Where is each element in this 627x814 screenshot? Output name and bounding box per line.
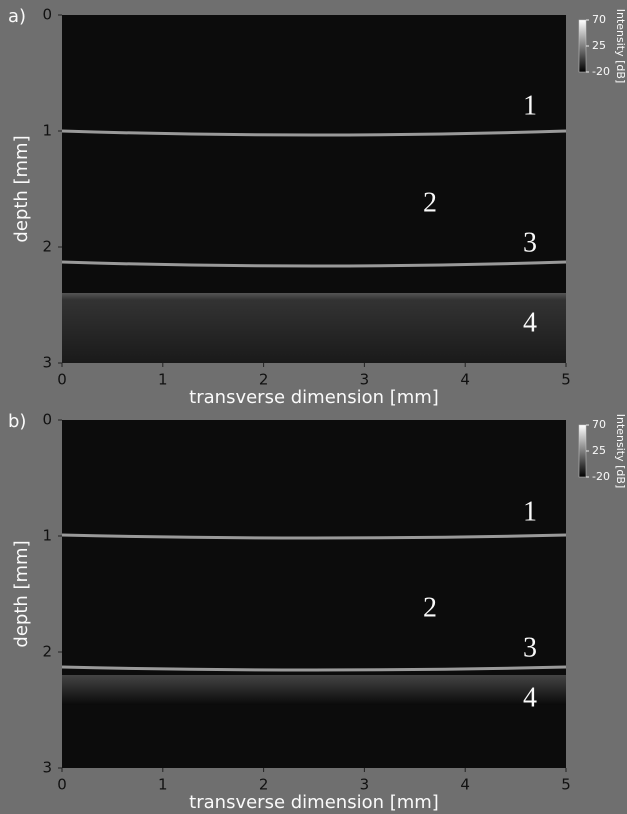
x-tick-label: 5 [561,371,571,389]
colorbar-tick-label: 25 [592,444,606,457]
layer-line [61,129,567,137]
annotation: 1 [523,496,537,527]
annotation: 3 [523,227,537,258]
x-axis-label: transverse dimension [mm] [189,792,439,813]
tissue-band [62,293,566,363]
x-tick-label: 4 [460,776,470,794]
layer-line [61,533,567,540]
annotation: 4 [523,682,537,713]
y-tick-label: 1 [42,527,52,545]
annotation: 1 [523,90,537,121]
image-area [62,420,566,768]
colorbar-label: Intensity [dB] [614,414,627,489]
annotation: 3 [523,632,537,663]
y-tick-label: 3 [42,759,52,777]
y-axis-label: depth [mm] [11,135,32,242]
annotation: 4 [523,307,537,338]
x-tick-label: 0 [57,776,67,794]
tissue-band [62,675,566,705]
layer-line [61,260,567,268]
colorbar-tick-label: 25 [592,39,606,52]
x-tick-label: 5 [561,776,571,794]
colorbar [578,424,587,478]
x-tick-label: 3 [360,371,370,389]
colorbar-tick-label: 70 [592,13,606,26]
y-tick-label: 1 [42,122,52,140]
y-tick-label: 0 [42,411,52,429]
panel-label: b) [8,411,26,432]
colorbar-tick-label: -20 [592,65,610,78]
layer-line [61,665,567,672]
annotation: 2 [423,592,437,623]
y-tick-label: 2 [42,643,52,661]
panel-label: a) [8,6,26,27]
annotation: 2 [423,187,437,218]
colorbar-label: Intensity [dB] [614,9,627,84]
x-tick-label: 4 [460,371,470,389]
y-tick-label: 3 [42,354,52,372]
colorbar-tick-label: 70 [592,418,606,431]
y-tick-label: 2 [42,238,52,256]
x-tick-label: 2 [259,776,269,794]
x-tick-label: 1 [158,371,168,389]
x-axis-label: transverse dimension [mm] [189,387,439,408]
x-tick-label: 3 [360,776,370,794]
colorbar-tick-label: -20 [592,470,610,483]
x-tick-label: 2 [259,371,269,389]
colorbar [578,19,587,73]
x-tick-label: 1 [158,776,168,794]
x-tick-label: 0 [57,371,67,389]
y-axis-label: depth [mm] [11,540,32,647]
y-tick-label: 0 [42,6,52,24]
